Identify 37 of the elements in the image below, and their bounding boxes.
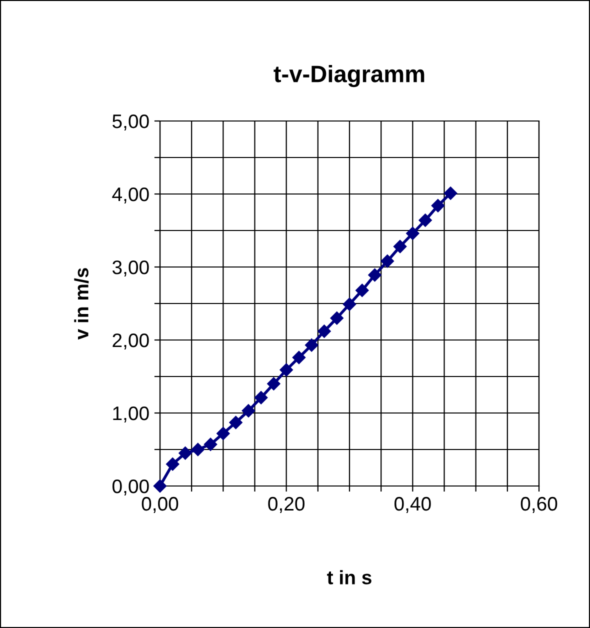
point [191,442,204,456]
x-axis-title: t in s [327,570,372,584]
point [444,186,458,200]
y-axis-title: v in m/s [74,268,89,340]
x-tick-label: 0,00 [142,496,178,513]
point [393,240,407,254]
point [318,324,331,338]
y-tick-label: 5,00 [112,114,149,131]
point [242,404,256,418]
x-tick-label: 0,20 [268,496,304,513]
point [431,199,445,212]
point [330,312,344,325]
point [204,438,218,451]
y-tick-label: 1,00 [113,406,149,423]
point [216,426,230,440]
point [418,214,432,227]
point [292,350,306,364]
point [280,363,293,377]
x-tick-label: 0,60 [520,496,558,513]
point [406,226,420,240]
point [229,416,242,430]
point [356,284,369,297]
chart-title: t-v-Diagramm [274,65,424,88]
point [254,391,268,404]
y-tick-label: 4,00 [112,187,149,204]
y-tick-label: 3,00 [112,260,149,277]
point [342,298,356,311]
y-tick-label: 0,00 [112,479,149,496]
point [380,254,394,268]
x-tick-label: 0,40 [394,496,431,513]
point [267,377,280,390]
point [305,338,318,352]
point [153,479,167,493]
point [178,446,192,460]
point [368,268,382,282]
point [166,458,180,471]
y-tick-label: 2,00 [112,333,149,350]
